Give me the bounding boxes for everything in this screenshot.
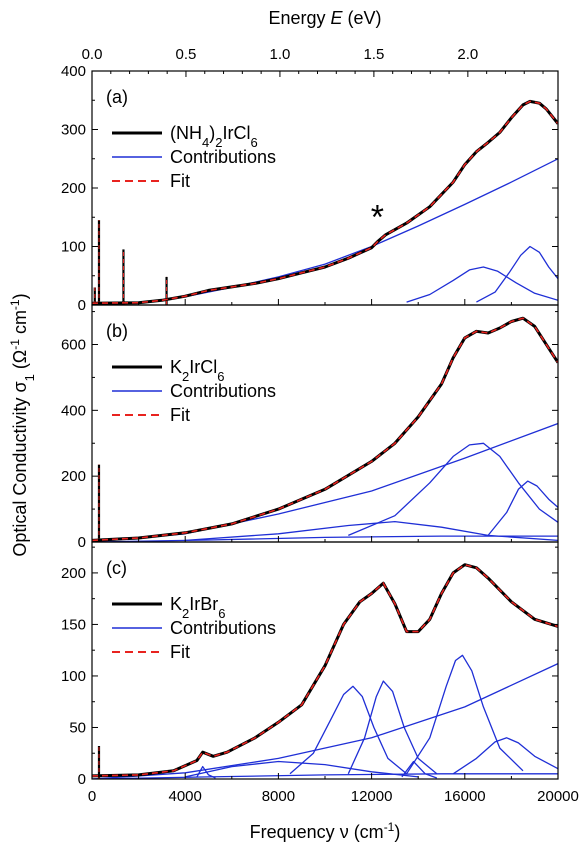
asterisk-annotation: *	[371, 198, 384, 236]
y-tick-label: 100	[61, 668, 86, 685]
contribution-line-1	[92, 158, 558, 305]
energy-axis-title: Energy E (eV)	[268, 8, 381, 28]
y-tick-label: 600	[61, 337, 86, 354]
y-tick-label: 200	[61, 180, 86, 197]
legend-data-label: K2IrBr6	[170, 594, 225, 621]
y-tick-label: 0	[78, 534, 86, 551]
contribution-line-4	[406, 654, 524, 775]
x-tick-label: 20000	[537, 788, 579, 805]
fit-curve	[92, 563, 558, 777]
x-tick-label: 8000	[262, 788, 295, 805]
panel-frame	[91, 304, 559, 543]
energy-tick-label: 1.0	[269, 46, 290, 63]
y-tick-label: 300	[61, 122, 86, 139]
fit-curve	[92, 317, 558, 542]
y-tick-label: 150	[61, 616, 86, 633]
conductivity-axis-title: Optical Conductivity σ1 (Ω-1 cm-1)	[8, 293, 37, 556]
y-tick-label: 200	[61, 565, 86, 582]
y-tick-label: 0	[78, 297, 86, 314]
y-tick-label: 0	[78, 771, 86, 788]
energy-tick-label: 1.5	[363, 46, 384, 63]
plot-area	[92, 99, 558, 305]
legend-contributions-label: Contributions	[170, 147, 276, 167]
contribution-line-2	[348, 442, 558, 536]
frequency-axis-title: Frequency ν (cm-1)	[250, 820, 401, 842]
legend-fit-label: Fit	[170, 642, 190, 662]
panel-label: (b)	[106, 321, 128, 341]
contribution-line-5	[452, 737, 558, 775]
energy-tick-label: 0.5	[176, 46, 197, 63]
legend-fit-label: Fit	[170, 171, 190, 191]
y-tick-label: 200	[61, 468, 86, 485]
fit-curve	[92, 100, 558, 304]
energy-axis: 0.0 0.5 1.0 1.5 2.0	[82, 46, 544, 77]
contribution-line-2	[289, 685, 408, 775]
y-tick-label: 400	[61, 402, 86, 419]
energy-tick-label: 2.0	[457, 46, 478, 63]
contribution-line-8	[401, 760, 438, 779]
contribution-line-3	[487, 480, 558, 536]
data-curve	[92, 563, 558, 778]
contribution-line-9	[92, 773, 558, 779]
data-curve	[92, 316, 558, 542]
contribution-line-6	[185, 760, 419, 778]
contribution-line-3	[476, 245, 558, 303]
plot-area	[92, 563, 558, 779]
panel-a: 0 100 200 300 400 (a) (NH4)2IrCl6Contributions…	[61, 63, 559, 314]
panel-label: (c)	[106, 558, 127, 578]
legend-data-label: (NH4)2IrCl6	[170, 123, 258, 150]
panels: 0100200300400(a)(NH4)2IrCl6Contributions…	[61, 63, 559, 788]
y-tick-label: 50	[69, 719, 86, 736]
x-tick-label: 16000	[444, 788, 486, 805]
legend-data-label: K2IrCl6	[170, 357, 224, 384]
legend-contributions-label: Contributions	[170, 618, 276, 638]
plot-area	[92, 316, 558, 542]
frequency-axis: 0 4000 8000 12000 16000 20000	[88, 788, 579, 805]
contribution-line-5	[92, 535, 558, 542]
panel-frame	[91, 70, 559, 306]
energy-tick-label: 0.0	[82, 46, 103, 63]
legend-fit-label: Fit	[170, 405, 190, 425]
legend-contributions-label: Contributions	[170, 381, 276, 401]
contribution-line-4	[185, 520, 558, 542]
x-tick-label: 12000	[351, 788, 393, 805]
contribution-line-1	[92, 422, 558, 542]
contribution-line-3	[347, 680, 438, 775]
contribution-line-2	[406, 266, 558, 303]
y-tick-label: 400	[61, 63, 86, 80]
contribution-line-1	[92, 663, 558, 779]
y-tick-label: 100	[61, 239, 86, 256]
x-tick-label: 4000	[169, 788, 202, 805]
x-tick-label: 0	[88, 788, 96, 805]
panel-label: (a)	[106, 87, 128, 107]
